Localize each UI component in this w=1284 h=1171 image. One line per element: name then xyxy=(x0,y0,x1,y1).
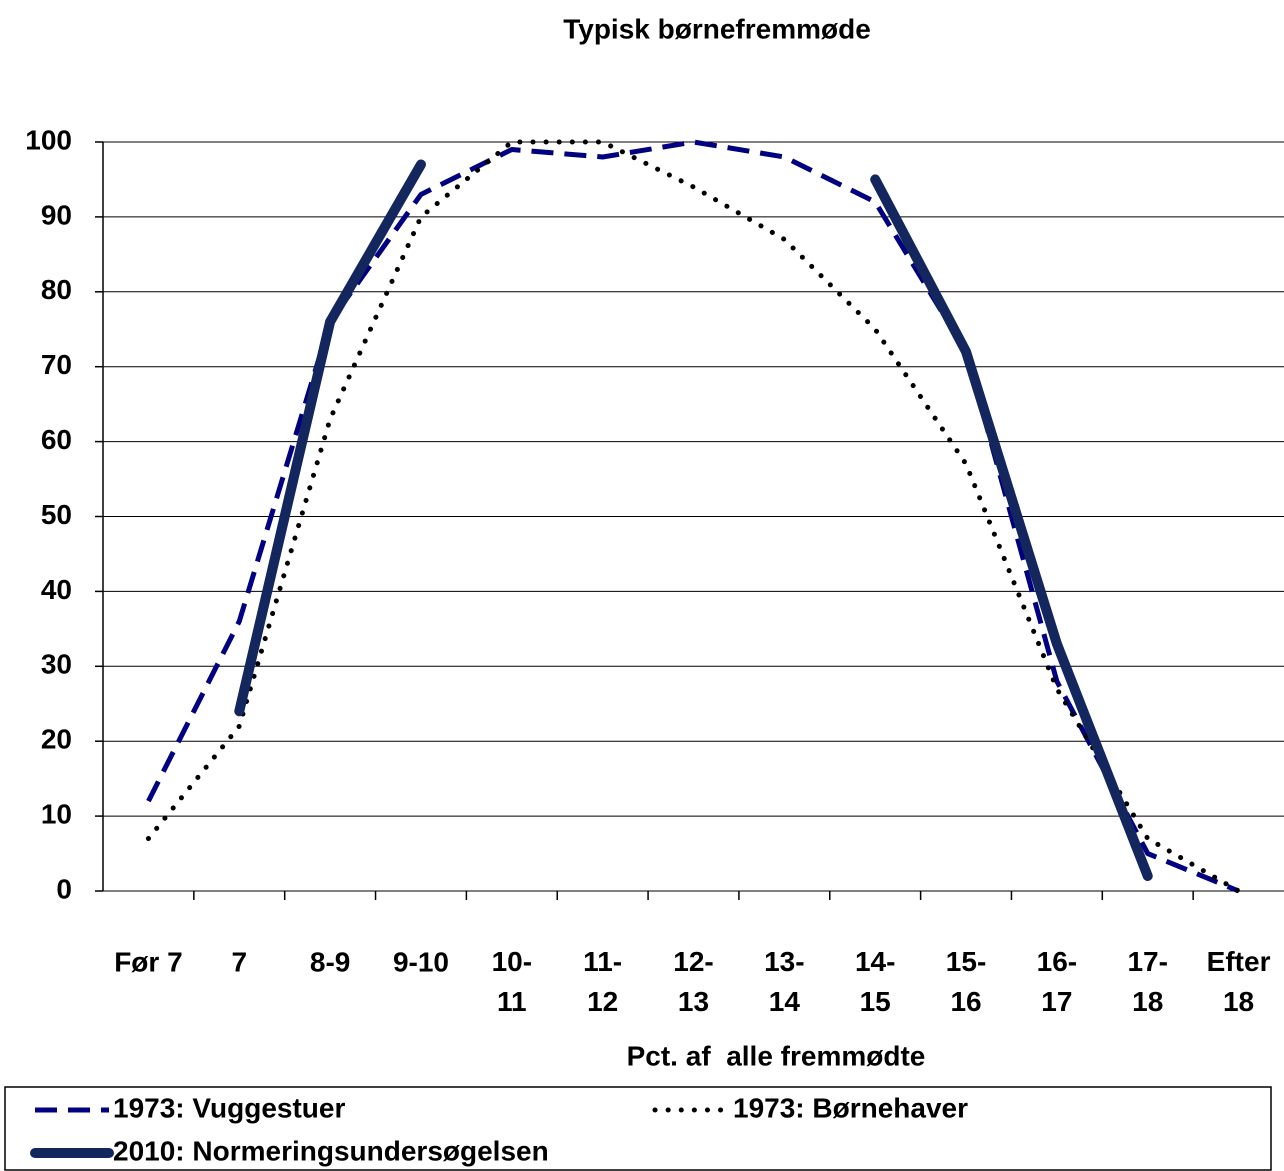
y-tick-label: 60 xyxy=(41,424,72,455)
x-tick-label: 10-11 xyxy=(492,946,532,1017)
y-tick-label: 90 xyxy=(41,199,72,230)
y-tick-label: 0 xyxy=(56,873,72,904)
y-tick-label: 80 xyxy=(41,274,72,305)
y-tick-label: 10 xyxy=(41,798,72,829)
legend-label: 2010: Normeringsundersøgelsen xyxy=(113,1135,549,1166)
legend-label: 1973: Børnehaver xyxy=(733,1092,968,1123)
x-tick-label: 8-9 xyxy=(310,946,350,977)
x-tick-label: 7 xyxy=(231,946,247,977)
x-tick-label: Efter 18 xyxy=(1207,946,1271,1017)
series-line xyxy=(234,159,1153,882)
x-tick-label: 13-14 xyxy=(764,946,804,1017)
series-line xyxy=(145,139,1242,894)
y-tick-label: 20 xyxy=(41,724,72,755)
x-tick-label: 17-18 xyxy=(1127,946,1167,1017)
x-tick-label: Før 7 xyxy=(114,946,182,977)
legend-label: 1973: Vuggestuer xyxy=(113,1092,345,1123)
y-tick-label: 30 xyxy=(41,649,72,680)
y-tick-label: 40 xyxy=(41,574,72,605)
x-tick-label: 16-17 xyxy=(1037,946,1077,1017)
legend-box xyxy=(4,1086,1272,1171)
chart-title: Typisk børnefremmøde xyxy=(563,13,871,44)
x-tick-label: 11-12 xyxy=(583,946,622,1017)
x-axis-label: Pct. af alle fremmødte xyxy=(627,1040,926,1071)
x-tick-label: 9-10 xyxy=(393,946,449,977)
y-tick-label: 70 xyxy=(41,349,72,380)
y-tick-label: 50 xyxy=(41,499,72,530)
x-tick-label: 12-13 xyxy=(673,946,713,1017)
x-tick-label: 15-16 xyxy=(946,946,986,1017)
x-tick-label: 14-15 xyxy=(855,946,895,1017)
y-tick-label: 100 xyxy=(25,124,72,155)
